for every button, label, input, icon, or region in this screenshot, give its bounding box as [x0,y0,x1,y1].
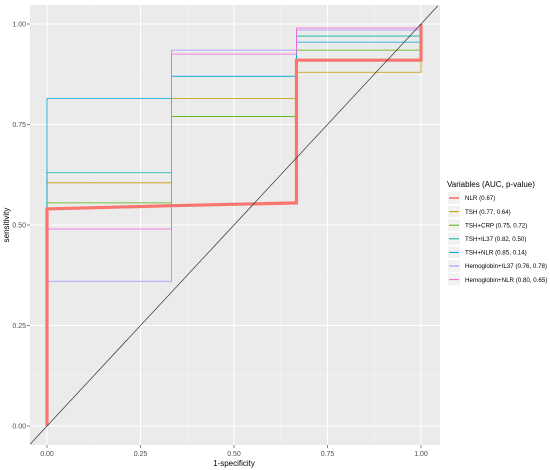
series-layer [45,24,423,426]
y-tick-0: 0.00 [12,424,26,431]
roc-curve-tsh-nlr [46,24,422,426]
legend-label-tsh-nlr: TSH+NLR (0.85, 0.14) [465,250,527,257]
x-tick-0: 0.00 [40,451,54,458]
y-tick-1: 0.25 [12,323,26,330]
x-axis-ticks [46,445,422,448]
x-tick-1: 0.25 [134,451,148,458]
y-tick-2: 0.50 [12,223,26,230]
grid-major [30,5,440,445]
roc-curve-tsh-crp [46,24,422,426]
y-axis-label: sensitivity [2,208,11,243]
roc-curve-hemoglobin-il37 [46,24,422,426]
x-tick-3: 0.75 [321,451,335,458]
x-tick-4: 1.00 [414,451,428,458]
legend-title: Variables (AUC, p-value) [447,180,535,189]
roc-curve-nlr [45,24,423,426]
x-axis-label: 1-specificity [213,459,255,468]
x-tick-2: 0.50 [227,451,241,458]
roc-curve-hemoglobin-nlr [46,24,422,426]
legend-label-nlr: NLR (0.67) [465,195,495,202]
legend-label-tsh-il37: TSH+IL37 (0.82, 0.50) [465,236,526,243]
legend-label-tsh: TSH (0.77, 0.64) [465,209,511,216]
y-tick-3: 0.75 [12,122,26,129]
roc-curve-tsh [46,24,422,426]
y-axis-ticks [27,23,30,427]
legend: Variables (AUC, p-value) NLR (0.67) TSH (… [447,180,547,286]
y-tick-4: 1.00 [12,22,26,29]
legend-label-hemoglobin-il37: Hemoglobin+IL37 (0.76, 0.78) [465,263,547,270]
legend-label-tsh-crp: TSH+CRP (0.75, 0.72) [465,222,527,229]
legend-label-hemoglobin-nlr: Hemoglobin+NLR (0.80, 0.65) [465,277,547,284]
reference-diagonal-line [29,5,439,445]
